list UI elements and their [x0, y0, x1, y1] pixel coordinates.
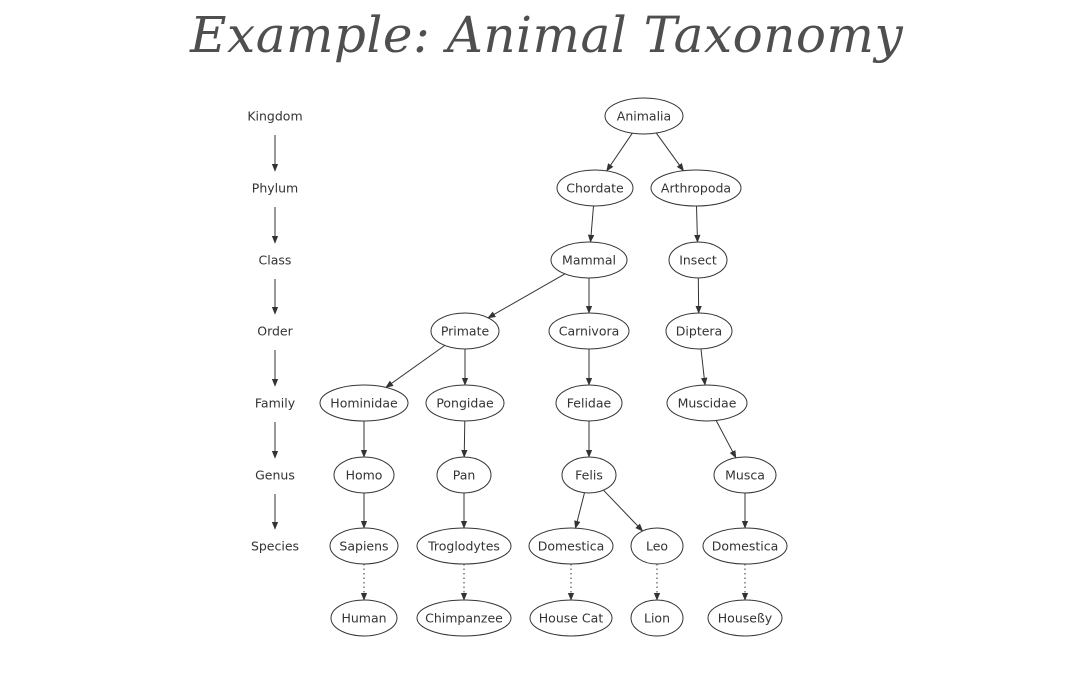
- rank-label-order: Order: [257, 324, 293, 339]
- node-label: Leo: [646, 539, 668, 554]
- edge-arthropoda-to-insect: [694, 205, 701, 243]
- edge-primate-to-hominidae: [385, 345, 445, 388]
- node-ellipse: [668, 241, 728, 279]
- node-felidae: Felidae: [555, 384, 623, 422]
- edge-felis-to-leo: [603, 489, 644, 532]
- rank-label-species: Species: [251, 539, 299, 554]
- rank-label-class: Class: [259, 253, 292, 268]
- node-mammal: Mammal: [550, 241, 628, 279]
- node-ellipse: [529, 599, 613, 637]
- node-ellipse: [630, 599, 684, 637]
- node-pan: Pan: [436, 456, 492, 494]
- node-hominidae: Hominidae: [319, 384, 409, 422]
- rank-label-phylum: Phylum: [252, 181, 298, 196]
- node-ellipse: [556, 169, 634, 207]
- edge-mammal-to-primate: [487, 273, 566, 319]
- rank-label-kingdom: Kingdom: [247, 109, 302, 124]
- node-insect: Insect: [668, 241, 728, 279]
- node-housefly: Houseßy: [707, 599, 783, 637]
- node-troglodytes: Troglodytes: [416, 527, 512, 565]
- node-sapiens: Sapiens: [329, 527, 399, 565]
- edge-animalia-to-chordate: [606, 132, 633, 172]
- node-label: Homo: [346, 468, 383, 483]
- node-chordate: Chordate: [556, 169, 634, 207]
- node-homo: Homo: [333, 456, 395, 494]
- node-ellipse: [604, 97, 684, 135]
- edge-pongidae-to-pan: [461, 420, 468, 458]
- node-ellipse: [713, 456, 777, 494]
- node-label: Human: [341, 611, 386, 626]
- node-label: Lion: [644, 611, 670, 626]
- node-arthropoda: Arthropoda: [650, 169, 742, 207]
- node-ellipse: [702, 527, 788, 565]
- node-label: Animalia: [617, 109, 671, 124]
- edge-felis-to-domestica_cat: [574, 492, 585, 529]
- node-label: Sapiens: [339, 539, 388, 554]
- rank-label-genus: Genus: [255, 468, 295, 483]
- node-human: Human: [330, 599, 398, 637]
- node-label: Insect: [679, 253, 717, 268]
- node-label: Pongidae: [436, 396, 494, 411]
- node-label: Diptera: [676, 324, 722, 339]
- node-label: Musca: [725, 468, 765, 483]
- node-label: Pan: [453, 468, 476, 483]
- node-label: Muscidae: [678, 396, 737, 411]
- node-ellipse: [666, 384, 748, 422]
- page-title: Example: Animal Taxonomy: [190, 6, 904, 64]
- node-label: Carnivora: [559, 324, 620, 339]
- node-ellipse: [665, 312, 733, 350]
- node-muscidae: Muscidae: [666, 384, 748, 422]
- node-ellipse: [550, 241, 628, 279]
- node-ellipse: [561, 456, 617, 494]
- node-ellipse: [333, 456, 395, 494]
- node-house-cat: House Cat: [529, 599, 613, 637]
- node-animalia: Animalia: [604, 97, 684, 135]
- node-musca: Musca: [713, 456, 777, 494]
- node-ellipse: [548, 312, 630, 350]
- node-leo: Leo: [630, 527, 684, 565]
- node-label: Felidae: [567, 396, 612, 411]
- node-ellipse: [630, 527, 684, 565]
- node-label: Chimpanzee: [425, 611, 503, 626]
- edge-chordate-to-mammal: [587, 205, 595, 243]
- edge-diptera-to-muscidae: [700, 348, 708, 386]
- node-label: Primate: [441, 324, 490, 339]
- node-label: Hominidae: [330, 396, 398, 411]
- node-label: Houseßy: [718, 611, 773, 626]
- node-felis: Felis: [561, 456, 617, 494]
- node-domestica-cat: Domestica: [528, 527, 614, 565]
- node-ellipse: [319, 384, 409, 422]
- node-ellipse: [430, 312, 500, 350]
- node-ellipse: [436, 456, 492, 494]
- node-primate: Primate: [430, 312, 500, 350]
- node-label: Domestica: [538, 539, 605, 554]
- node-diptera: Diptera: [665, 312, 733, 350]
- node-label: Mammal: [562, 253, 616, 268]
- node-lion: Lion: [630, 599, 684, 637]
- node-label: House Cat: [539, 611, 604, 626]
- node-ellipse: [329, 527, 399, 565]
- node-ellipse: [555, 384, 623, 422]
- node-ellipse: [528, 527, 614, 565]
- node-ellipse: [330, 599, 398, 637]
- node-label: Felis: [575, 468, 603, 483]
- node-ellipse: [416, 599, 512, 637]
- node-label: Chordate: [566, 181, 624, 196]
- edge-muscidae-to-musca: [715, 420, 737, 459]
- node-label: Arthropoda: [661, 181, 731, 196]
- edge-animalia-to-arthropoda: [655, 132, 684, 172]
- node-label: Troglodytes: [427, 539, 500, 554]
- rank-label-family: Family: [255, 396, 296, 411]
- node-ellipse: [707, 599, 783, 637]
- node-ellipse: [416, 527, 512, 565]
- node-ellipse: [425, 384, 505, 422]
- node-carnivora: Carnivora: [548, 312, 630, 350]
- node-label: Domestica: [712, 539, 779, 554]
- node-pongidae: Pongidae: [425, 384, 505, 422]
- node-domestica-fly: Domestica: [702, 527, 788, 565]
- node-chimpanzee: Chimpanzee: [416, 599, 512, 637]
- node-ellipse: [650, 169, 742, 207]
